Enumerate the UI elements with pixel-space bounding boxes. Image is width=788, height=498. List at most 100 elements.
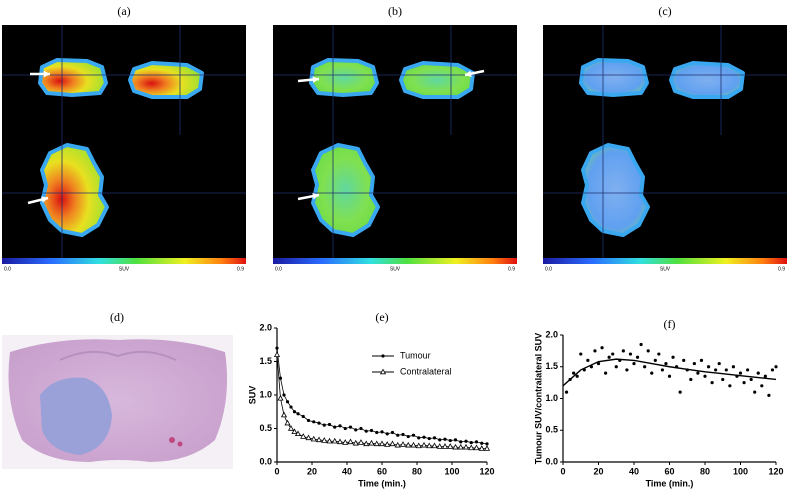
x-tick-label: 20 [593,466,603,476]
data-point [294,430,302,437]
data-point [714,368,718,372]
data-point [753,390,757,394]
data-point [441,443,449,449]
data-point [443,437,447,441]
data-point [628,352,633,356]
data-point [410,441,417,448]
pet-image [2,25,246,258]
colorbar-max: 0.9 [237,266,244,272]
data-point [464,439,468,443]
data-point [375,430,379,435]
data-point [600,346,604,350]
data-point [485,442,489,446]
data-point [682,358,686,362]
data-point [473,444,480,451]
data-point [635,355,640,359]
data-point [292,410,297,414]
pet-panel: (a) 0.0 SUV 0.9 [2,4,246,272]
data-point [453,438,458,442]
data-point [338,424,342,428]
colorbar [2,258,246,264]
data-point [369,428,374,433]
y-tick-label: 2.0 [259,322,272,332]
data-point [746,368,750,372]
uptake-region [669,61,745,99]
data-point [336,438,344,445]
colorbar [543,258,787,264]
data-point [317,421,321,425]
data-point [478,445,485,451]
data-point [399,441,407,447]
panel-label: (a) [117,4,130,18]
data-point [348,425,353,429]
data-point [483,445,491,451]
arrow-head [465,70,472,78]
data-point [321,437,328,443]
data-point [327,422,332,427]
arrow-head [312,192,319,200]
y-tick-label: 0.5 [259,423,272,433]
data-point [300,433,307,439]
data-point [607,355,611,359]
y-tick-label: 1.5 [545,361,558,371]
data-point [296,412,300,416]
data-point [357,439,365,445]
uptake-region [579,58,649,97]
panel-label: (c) [658,4,671,18]
data-point [462,443,470,450]
data-point [432,436,437,440]
x-tick-label: 60 [664,466,674,476]
data-point [420,441,428,448]
data-point [363,440,370,447]
data-point [564,390,569,394]
series-line [276,348,488,445]
data-point [731,365,736,369]
data-point [767,393,771,397]
y-tick-label: 2.0 [545,329,558,339]
data-point [646,349,650,353]
data-point [278,376,283,380]
image-background [273,25,517,258]
data-point [333,425,337,429]
data-point [390,430,395,435]
x-axis-label: Time (min.) [358,478,406,488]
data-point [384,441,391,447]
chart-title: (f) [664,317,676,331]
x-tick-label: 100 [444,466,459,476]
data-point [699,358,704,362]
x-tick-label: 40 [342,466,352,476]
data-point [611,352,615,356]
data-point [389,440,396,447]
data-point [285,400,290,404]
arrow-head [312,76,319,83]
panel-label: (d) [110,310,124,324]
data-point [657,352,661,356]
data-point [469,440,473,445]
data-point [354,428,358,432]
x-tick-label: 120 [768,466,783,476]
data-point [364,429,368,433]
data-point [394,441,401,448]
data-point [689,377,693,382]
data-point [431,442,438,449]
data-point [717,361,721,366]
data-point [572,371,576,375]
legend-label: Contralateral [400,366,452,376]
data-point [347,438,354,445]
uptake-region [38,58,108,97]
image-background [543,25,787,258]
data-point [749,377,753,382]
series-line [562,358,777,387]
data-point [468,444,475,451]
arrow-head [43,70,50,78]
x-tick-label: 0 [274,466,279,476]
data-point [625,368,629,372]
data-point [277,394,284,401]
data-point [738,371,743,375]
legend-label: Tumour [400,350,431,360]
data-point [614,365,618,369]
panel-label: (b) [388,4,402,18]
data-point [474,440,479,444]
y-tick-label: 1.5 [259,356,272,366]
legend-marker [381,354,385,358]
